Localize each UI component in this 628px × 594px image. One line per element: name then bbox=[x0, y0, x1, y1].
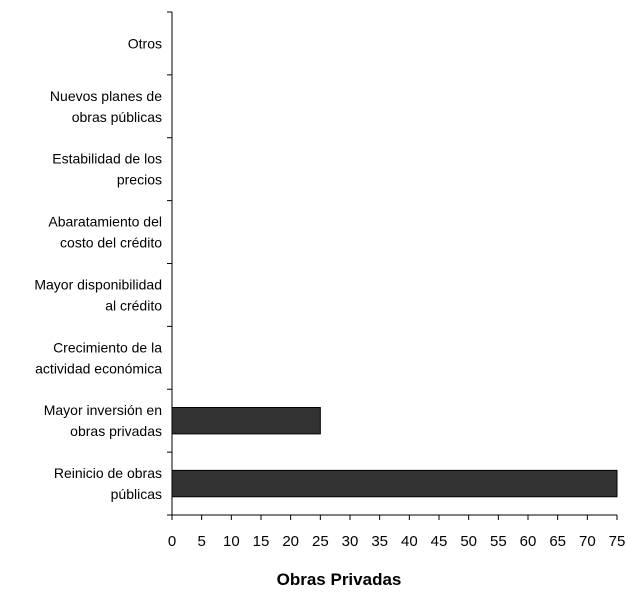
x-axis-title: Obras Privadas bbox=[277, 570, 402, 589]
category-label: Nuevos planes de obras públicas bbox=[50, 88, 162, 125]
axes bbox=[167, 11, 618, 520]
x-tick-label: 15 bbox=[253, 533, 270, 550]
category-label: Mayor inversión en obras privadas bbox=[44, 402, 162, 439]
category-label: Reinicio de obras públicas bbox=[54, 465, 162, 502]
bar-7 bbox=[171, 406, 321, 435]
x-tick-label: 70 bbox=[579, 533, 596, 550]
x-tick-label: 5 bbox=[197, 533, 205, 550]
category-label: Crecimiento de la actividad económica bbox=[35, 339, 162, 376]
x-tick-labels: 0 5 10 15 20 25 30 35 40 45 50 55 60 65 70 75 bbox=[168, 533, 626, 550]
x-tick-label: 75 bbox=[609, 533, 626, 550]
bar-8 bbox=[171, 469, 618, 498]
x-tick-label: 50 bbox=[460, 533, 477, 550]
x-tick-label: 65 bbox=[549, 533, 566, 550]
x-tick-label: 55 bbox=[490, 533, 507, 550]
category-label: Estabilidad de los precios bbox=[52, 151, 162, 188]
x-tick-label: 35 bbox=[371, 533, 388, 550]
x-tick-label: 10 bbox=[223, 533, 240, 550]
category-label: Mayor disponibilidad al crédito bbox=[34, 276, 162, 313]
bars bbox=[171, 406, 618, 498]
x-tick-label: 60 bbox=[520, 533, 537, 550]
category-label: Otros bbox=[128, 35, 162, 51]
x-tick-label: 0 bbox=[168, 533, 176, 550]
x-tick-label: 20 bbox=[282, 533, 299, 550]
x-tick-label: 30 bbox=[342, 533, 359, 550]
x-tick-label: 25 bbox=[312, 533, 329, 550]
x-tick-label: 45 bbox=[431, 533, 448, 550]
x-tick-label: 40 bbox=[401, 533, 418, 550]
category-label: Abaratamiento del costo del crédito bbox=[48, 214, 162, 251]
category-labels: Otros Nuevos planes de obras públicas Estab… bbox=[34, 35, 162, 502]
